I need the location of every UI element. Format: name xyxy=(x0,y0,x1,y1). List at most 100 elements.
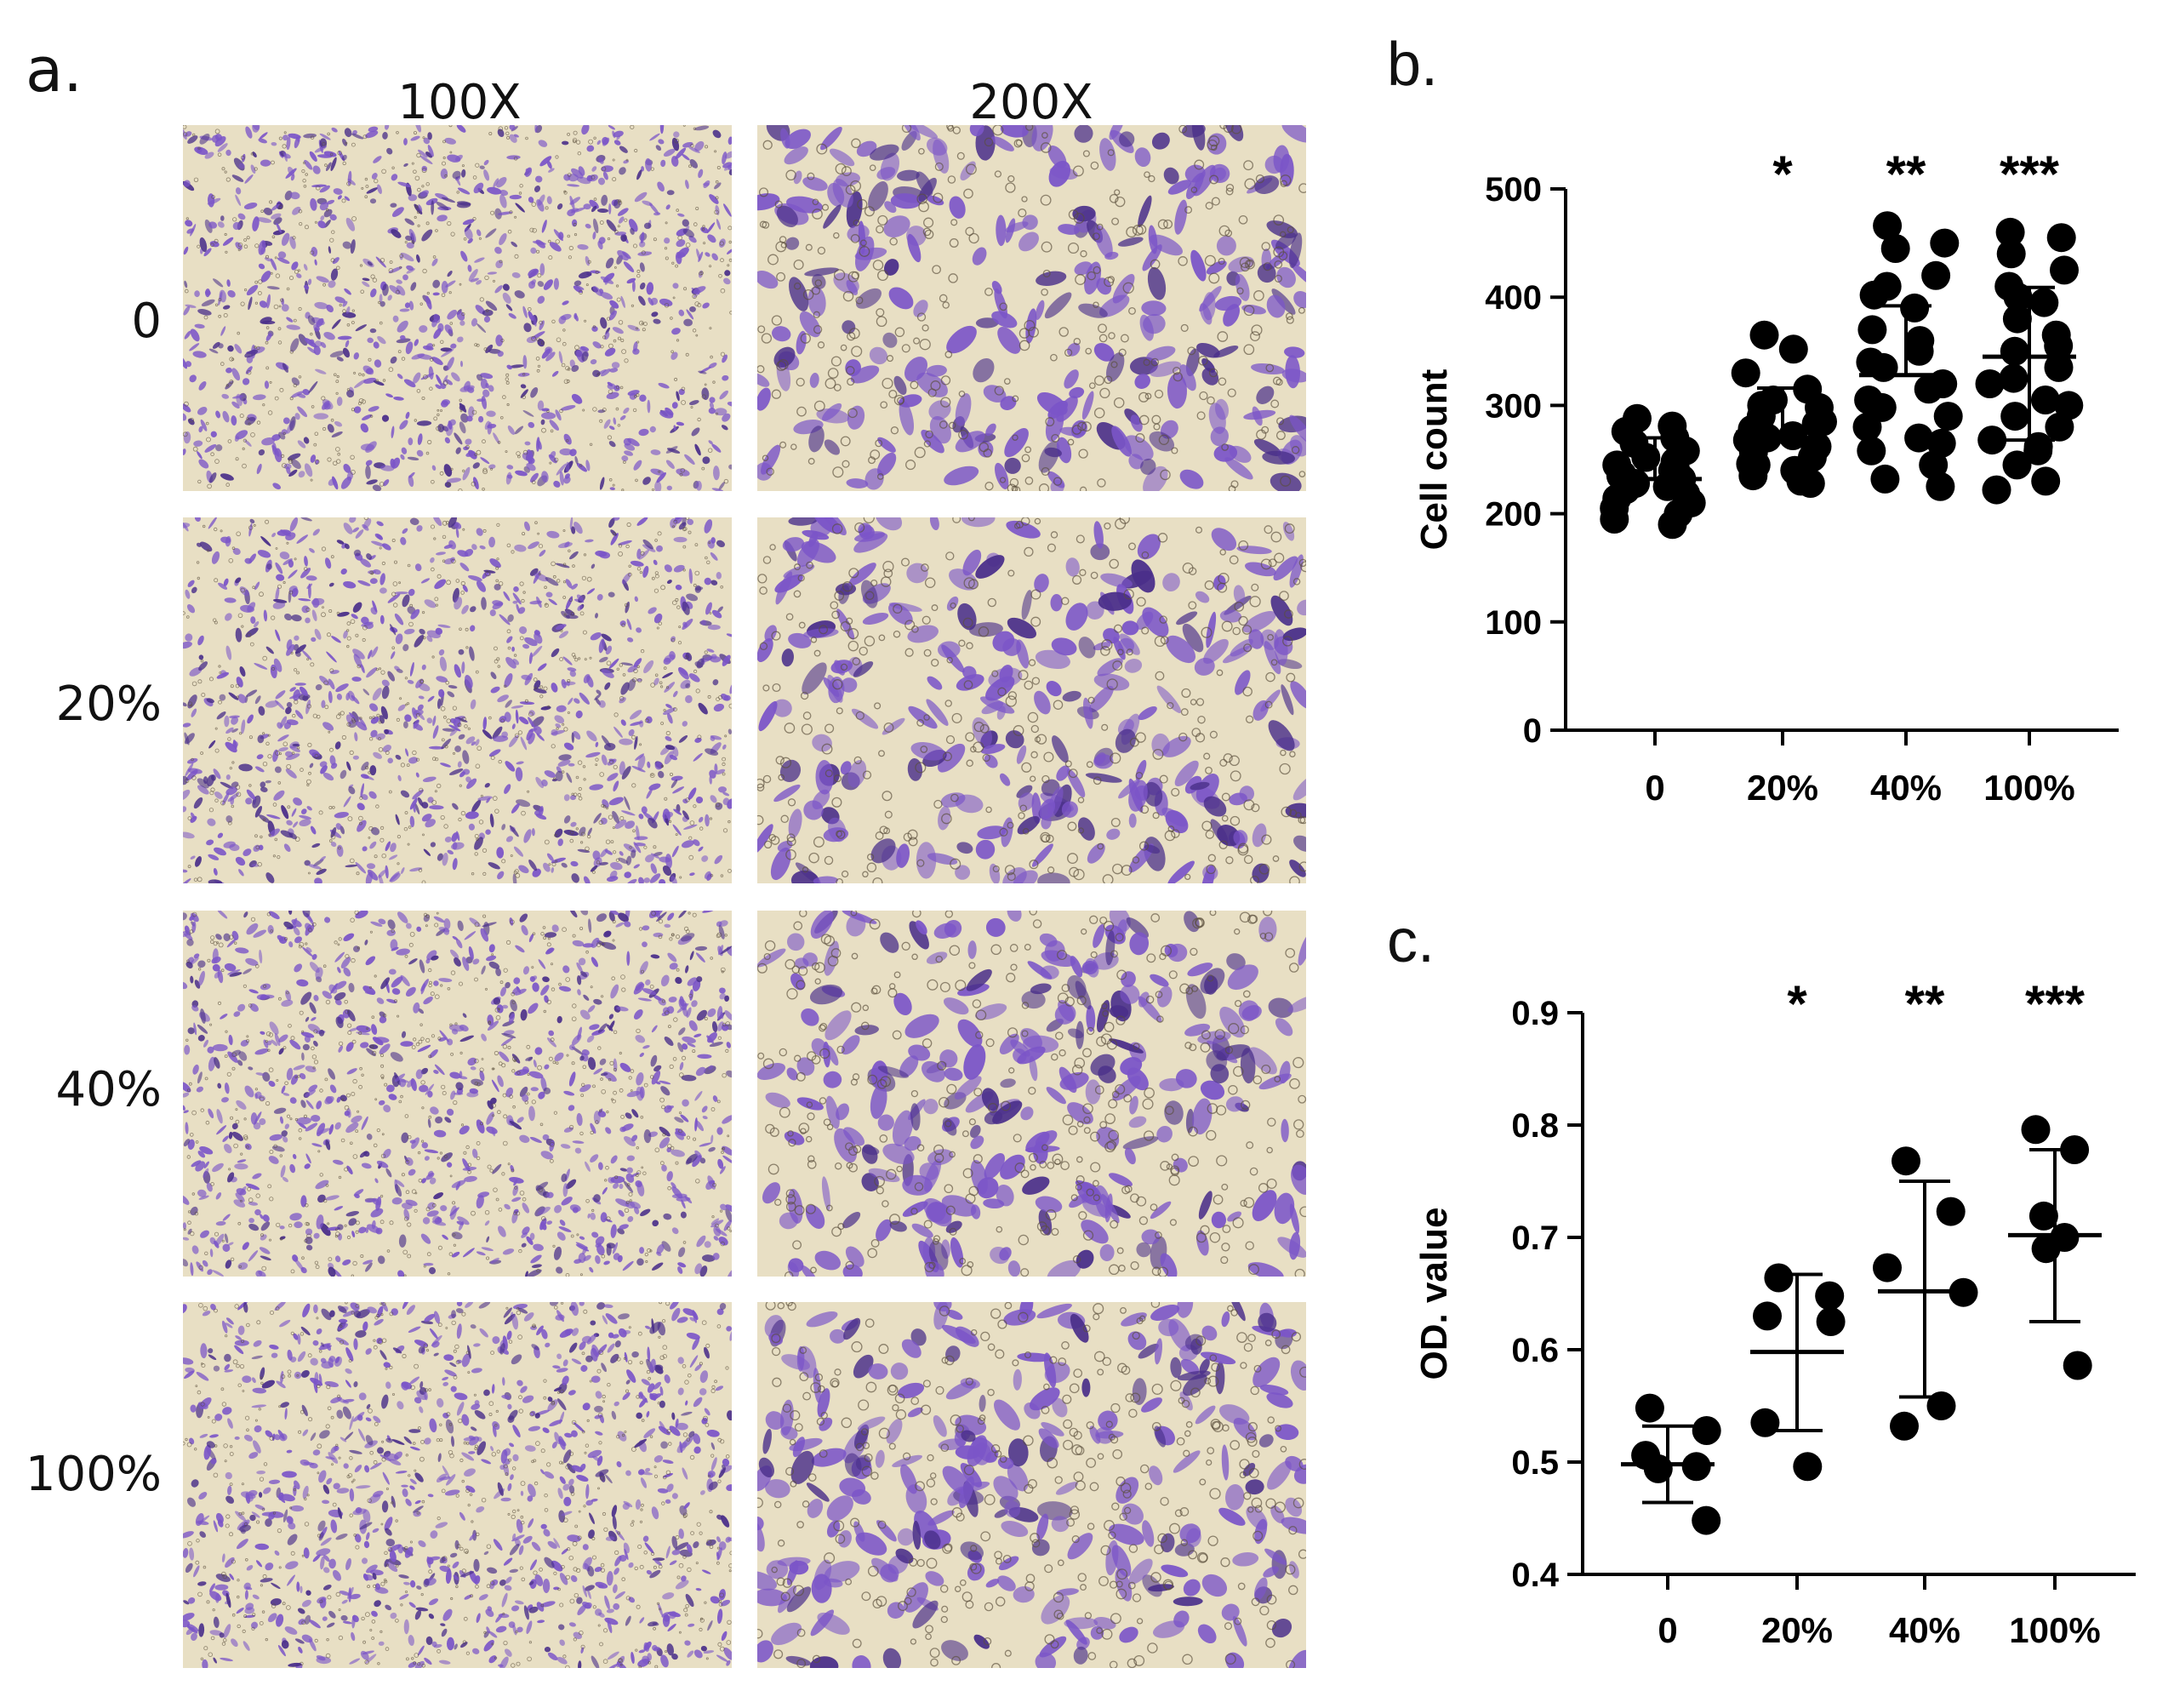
y-tick-label: 0.7 xyxy=(1511,1220,1559,1257)
data-point xyxy=(1857,315,1887,345)
data-point xyxy=(1692,1505,1721,1535)
data-point xyxy=(1996,239,2026,269)
y-tick-label: 200 xyxy=(1485,496,1542,534)
y-tick-label: 300 xyxy=(1485,387,1542,425)
y-tick-label: 0.5 xyxy=(1511,1444,1559,1482)
significance-marker: * xyxy=(1772,146,1793,203)
data-point xyxy=(2000,402,2030,431)
y-tick-label: 0.6 xyxy=(1511,1332,1559,1369)
data-point xyxy=(2021,1115,2051,1145)
row-label-0: 0 xyxy=(131,294,162,349)
data-point xyxy=(1600,505,1629,534)
data-point xyxy=(2002,450,2032,480)
data-point xyxy=(1815,1281,1845,1311)
y-axis-label: OD. value xyxy=(1413,1208,1455,1380)
data-point xyxy=(1778,334,1808,364)
x-tick-label: 20% xyxy=(1761,1610,1833,1650)
data-point xyxy=(1816,1307,1846,1336)
y-tick-label: 100 xyxy=(1485,604,1542,642)
data-point xyxy=(1749,320,1779,350)
row-label-40: 40% xyxy=(55,1062,162,1117)
y-tick-label: 0.8 xyxy=(1511,1107,1559,1145)
data-point xyxy=(1926,428,1956,458)
micrograph-20-100x xyxy=(183,517,732,883)
data-point xyxy=(1870,464,1900,494)
data-point xyxy=(1800,434,1830,464)
data-point xyxy=(1892,1146,1920,1176)
data-point xyxy=(1999,363,2028,393)
data-point xyxy=(1635,1393,1664,1423)
panel-c-letter: c. xyxy=(1387,907,1435,975)
significance-marker: ** xyxy=(1905,975,1945,1032)
data-point xyxy=(1995,217,2025,247)
data-point xyxy=(1681,1452,1711,1482)
data-point xyxy=(1731,358,1760,388)
x-tick-label: 20% xyxy=(1747,768,1818,808)
data-point xyxy=(1660,454,1690,483)
y-tick-label: 0.9 xyxy=(1511,995,1559,1032)
data-point xyxy=(2003,283,2033,312)
data-point xyxy=(1873,211,1903,241)
data-point xyxy=(1643,1454,1673,1483)
data-point xyxy=(1867,392,1897,422)
data-point xyxy=(1904,423,1934,453)
data-point xyxy=(1975,369,2005,398)
y-tick-label: 500 xyxy=(1485,171,1542,209)
data-point xyxy=(1808,407,1837,437)
micrograph-0-100x xyxy=(183,125,732,491)
data-point xyxy=(2054,391,2084,420)
y-axis-label: Cell count xyxy=(1413,368,1455,550)
y-tick-label: 0 xyxy=(1523,712,1542,750)
significance-marker: * xyxy=(1787,975,1807,1032)
data-point xyxy=(1873,1253,1902,1282)
data-point xyxy=(2050,255,2079,285)
data-point xyxy=(1741,450,1771,480)
data-point xyxy=(1926,471,1955,501)
chart-c: c. 0.4 0.5 0.6 0.7 0.8 0.9 OD. value 0 20% * 40% ** 1… xyxy=(1387,907,2136,1650)
panel-b-letter: b. xyxy=(1387,31,1438,99)
panel-a-letter: a. xyxy=(26,34,83,106)
significance-marker: *** xyxy=(2000,146,2060,203)
data-point xyxy=(1905,326,1935,356)
data-point xyxy=(1977,426,2007,455)
significance-marker: *** xyxy=(2025,975,2086,1032)
column-header-100x: 100X xyxy=(397,75,522,130)
data-point xyxy=(2046,223,2076,253)
y-tick-label: 400 xyxy=(1485,279,1542,317)
data-point xyxy=(2031,466,2061,496)
data-point xyxy=(1747,391,1777,420)
data-point xyxy=(1926,1391,1956,1420)
micrograph-100-200x xyxy=(757,1302,1306,1668)
data-point xyxy=(1764,1263,1794,1293)
data-point xyxy=(1658,510,1687,540)
data-point xyxy=(1793,1452,1823,1482)
x-tick-label: 40% xyxy=(1889,1610,1960,1650)
x-tick-label: 40% xyxy=(1870,768,1942,808)
micrograph-40-100x xyxy=(183,911,732,1277)
x-tick-label: 100% xyxy=(2009,1610,2100,1650)
data-point xyxy=(1856,347,1886,377)
data-point xyxy=(1606,461,1635,491)
data-point xyxy=(2045,412,2074,442)
data-point xyxy=(2044,331,2074,361)
data-point xyxy=(2002,304,2032,334)
y-tick-label: 0.4 xyxy=(1511,1557,1559,1594)
data-point xyxy=(1753,1301,1782,1331)
data-point xyxy=(2000,336,2029,366)
x-tick-label: 0 xyxy=(1645,768,1664,808)
column-header-200x: 200X xyxy=(969,75,1093,130)
data-point xyxy=(2030,386,2060,414)
data-point xyxy=(2029,288,2059,317)
micrograph-100-100x xyxy=(183,1302,732,1668)
data-point xyxy=(1936,1197,1966,1226)
data-point xyxy=(1930,228,1960,258)
data-point xyxy=(2028,1201,2058,1231)
micrograph-20-200x xyxy=(757,517,1306,883)
row-label-20: 20% xyxy=(55,677,162,732)
data-point xyxy=(1914,374,1943,404)
data-point xyxy=(1778,421,1807,450)
significance-marker: ** xyxy=(1886,146,1926,203)
row-label-100: 100% xyxy=(25,1447,162,1502)
data-point xyxy=(1933,402,1963,431)
